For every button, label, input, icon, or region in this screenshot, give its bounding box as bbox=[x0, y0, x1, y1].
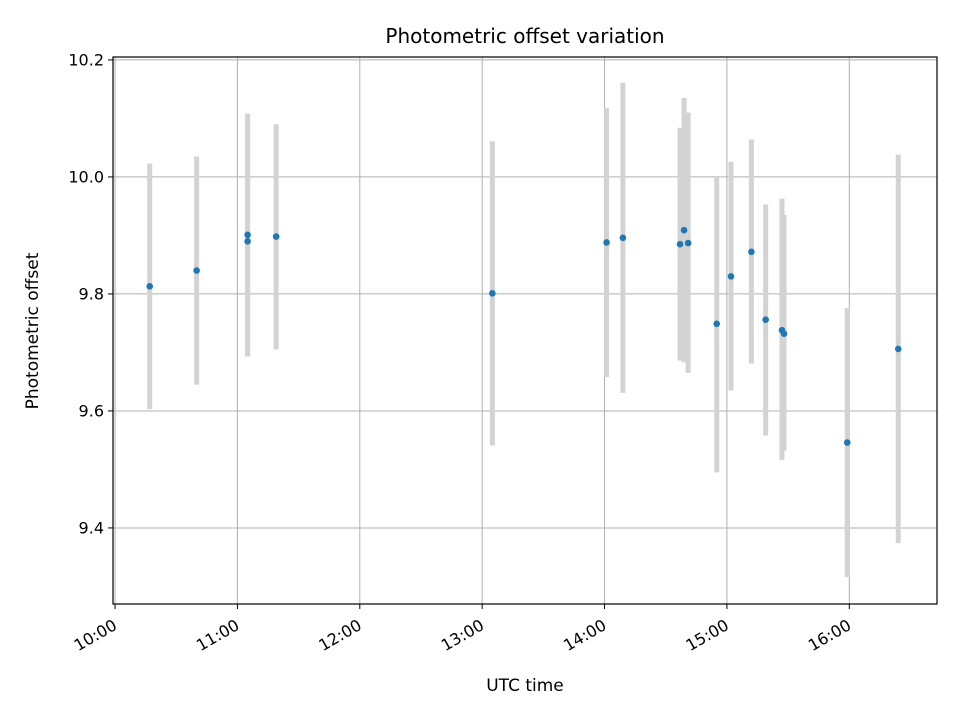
y-tick-label: 9.6 bbox=[79, 401, 104, 420]
data-point bbox=[146, 283, 154, 290]
data-point bbox=[619, 234, 627, 242]
grid-lines bbox=[113, 57, 937, 604]
data-point bbox=[843, 439, 851, 446]
data-point bbox=[762, 316, 769, 323]
y-tick-label: 9.8 bbox=[79, 284, 104, 303]
plot-area bbox=[113, 57, 937, 604]
data-point bbox=[727, 273, 735, 280]
data-point bbox=[244, 237, 251, 245]
data-point bbox=[489, 290, 496, 297]
data-point bbox=[713, 320, 721, 328]
chart-title: Photometric offset variation bbox=[385, 24, 664, 48]
data-point bbox=[894, 345, 902, 353]
data-point bbox=[272, 233, 280, 240]
data-points bbox=[146, 226, 902, 446]
data-point bbox=[684, 239, 692, 247]
data-point bbox=[680, 226, 688, 234]
y-tick-label: 10.0 bbox=[68, 167, 104, 186]
y-axis-label: Photometric offset bbox=[23, 252, 43, 409]
data-point bbox=[676, 240, 684, 248]
data-point bbox=[780, 330, 788, 338]
data-point bbox=[603, 239, 610, 246]
y-axis-ticks: 9.4 9.6 9.8 10.0 10.2 bbox=[68, 50, 113, 537]
data-point bbox=[193, 267, 200, 274]
y-tick-label: 9.4 bbox=[79, 518, 104, 537]
plot-frame bbox=[112, 56, 938, 605]
data-point bbox=[748, 248, 755, 256]
data-point bbox=[244, 231, 251, 239]
x-axis-label: UTC time bbox=[486, 676, 564, 696]
y-tick-label: 10.2 bbox=[68, 50, 104, 69]
